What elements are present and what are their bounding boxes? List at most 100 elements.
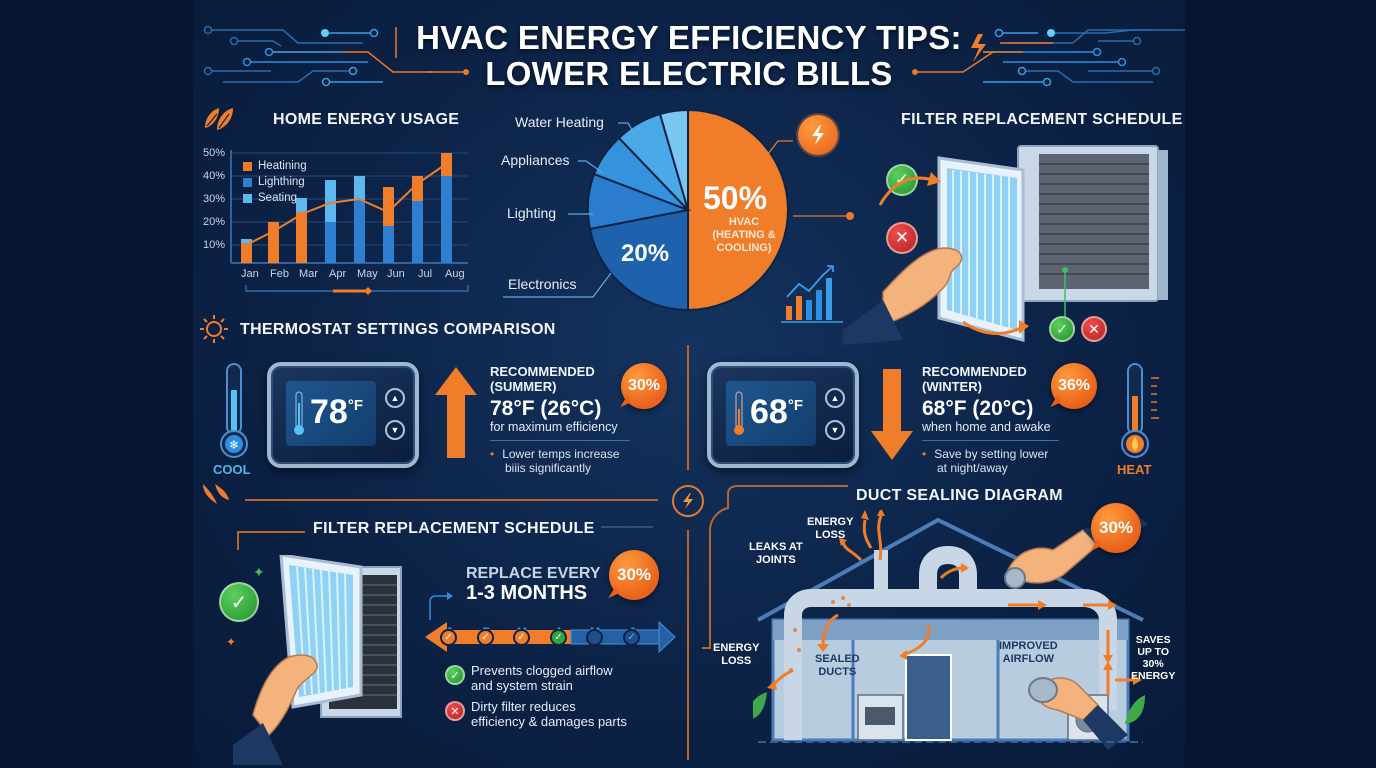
x-tick-jul: Jul [418, 268, 433, 280]
temp-unit: °F [787, 397, 803, 414]
thermostat-screen: 78°F [286, 381, 376, 446]
bullet-text: Save by setting lower [934, 447, 1049, 461]
y-tick-10: 10% [203, 239, 226, 251]
month-check-done[interactable]: ✓ [440, 629, 457, 646]
heat-thermometer-icon [1121, 363, 1159, 458]
label-line: ENERGY [807, 516, 854, 528]
legend-swatch-blue [243, 177, 252, 187]
lightning-icon [683, 493, 693, 509]
pie-leader-lines [503, 122, 854, 323]
sleeve [233, 723, 283, 765]
pie-label-appliances: Appliances [501, 152, 570, 168]
label-line: LOSS [815, 529, 846, 541]
title-line-1: HVAC ENERGY EFFICIENCY TIPS: [416, 19, 962, 56]
winter-bullet: • Save by setting lower at night/away [922, 447, 1049, 475]
month-pending[interactable] [586, 629, 603, 646]
heading-line: RECOMMENDED [490, 364, 595, 379]
bullet-text: Lower temps increase [502, 447, 620, 461]
sun-icon [200, 315, 228, 343]
lightning-icon [812, 125, 824, 145]
vertical-divider [687, 345, 689, 470]
x-tick-mar: Mar [299, 268, 318, 280]
summer-display-temp: 78°F [310, 393, 363, 432]
hvac-label: HVAC (HEATING & COOLING) [708, 216, 780, 255]
legend-label: Lighthing [258, 176, 305, 188]
temp-down-button[interactable]: ▼ [385, 420, 405, 440]
x-tick-feb: Feb [270, 268, 289, 280]
label-line: 30% [1142, 658, 1164, 670]
chart-range-slider[interactable] [243, 283, 473, 297]
section-frame-lines [203, 484, 658, 550]
benefit-line: Prevents clogged airflow [471, 663, 613, 678]
hvac-label-line: COOLING) [716, 242, 772, 254]
hand [882, 247, 963, 327]
cool-thermometer-icon: ❄ [220, 363, 248, 458]
filter-top-title: FILTER REPLACEMENT SCHEDULE [901, 111, 1183, 128]
up-arrow-icon [435, 367, 477, 458]
cool-label: COOL [213, 462, 251, 477]
hvac-label-line: HVAC [728, 216, 760, 228]
summer-bullet: • Lower temps increase biiis significantl… [490, 447, 620, 475]
month-check-done[interactable]: ✓ [513, 629, 530, 646]
lightning-circle-icon [672, 485, 704, 517]
x-tick-aug: Aug [445, 268, 465, 280]
tape-roll [1028, 677, 1058, 703]
filter-bottom-title: FILTER REPLACEMENT SCHEDULE [313, 520, 595, 537]
sleeve [843, 300, 903, 345]
bullet-text: biiis significantly [505, 461, 592, 475]
month-check-current[interactable]: ✓ [550, 629, 567, 646]
title-line-2: LOWER ELECTRIC BILLS [485, 55, 893, 92]
winter-display-temp: 68°F [750, 393, 803, 432]
x-tick-apr: Apr [329, 268, 347, 280]
svg-text:❄: ❄ [229, 438, 239, 452]
x-tick-jun: Jun [387, 268, 405, 280]
month-pending[interactable]: ✓ [623, 629, 640, 646]
x-icon: ✕ [1081, 316, 1107, 342]
y-tick-40: 40% [203, 170, 226, 182]
hand [252, 654, 318, 737]
heading-line: (SUMMER) [490, 379, 557, 394]
x-icon: ✕ [886, 222, 918, 254]
saves-label: SAVES UP TO 30% ENERGY [1131, 634, 1175, 682]
temp-up-button[interactable]: ▲ [825, 388, 845, 408]
duct-savings-badge: 30% [1091, 503, 1141, 553]
summer-savings-badge: 30% [621, 363, 667, 409]
leaves-icon [205, 108, 233, 130]
y-tick-50: 50% [203, 147, 226, 159]
thermostat-title: THERMOSTAT SETTINGS COMPARISON [240, 321, 556, 338]
heading-line: (WINTER) [922, 379, 982, 394]
label-line: ENERGY [713, 642, 760, 654]
legend-label: Seating [258, 192, 298, 204]
check-icon: ✓ [219, 582, 259, 622]
tape-roll [1004, 567, 1026, 589]
circuit-lines-decoration [203, 25, 1185, 87]
replace-every-label: REPLACE EVERY [466, 565, 601, 582]
leaks-at-joints-label: LEAKS AT JOINTS [749, 541, 803, 567]
summer-thermostat: 78°F ▲ ▼ [267, 362, 419, 468]
improved-airflow-label: IMPROVED AIRFLOW [999, 640, 1058, 666]
pie-label-lighting: Lighting [507, 205, 557, 221]
winter-sub: when home and awake [922, 420, 1051, 434]
month-check-done[interactable]: ✓ [477, 629, 494, 646]
temp-up-button[interactable]: ▲ [385, 388, 405, 408]
winter-thermostat: 68°F ▲ ▼ [707, 362, 859, 468]
temp-unit: °F [347, 397, 363, 414]
temp-value: 68 [750, 393, 788, 431]
y-tick-30: 30% [203, 193, 226, 205]
winter-heading: RECOMMENDED (WINTER) [922, 364, 1027, 394]
check-icon: ✓ [445, 665, 465, 685]
x-tick-may: May [357, 268, 378, 280]
legend-heating: Heatining [243, 160, 307, 172]
sparkle-icon: ✦ [253, 564, 265, 580]
down-arrow-icon [871, 369, 913, 460]
thermometer-icon [734, 391, 744, 435]
legend-label: Heatining [258, 160, 307, 172]
legend-swatch-lightblue [243, 193, 252, 203]
temp-value: 78 [310, 393, 348, 431]
benefit-text: Prevents clogged airflow and system stra… [471, 663, 613, 693]
house-duct-illustration [753, 510, 1148, 750]
benefit-line: and system strain [471, 678, 573, 693]
temp-down-button[interactable]: ▼ [825, 420, 845, 440]
thermostat-screen: 68°F [726, 381, 816, 446]
legend-lighting: Lighthing [243, 176, 305, 188]
